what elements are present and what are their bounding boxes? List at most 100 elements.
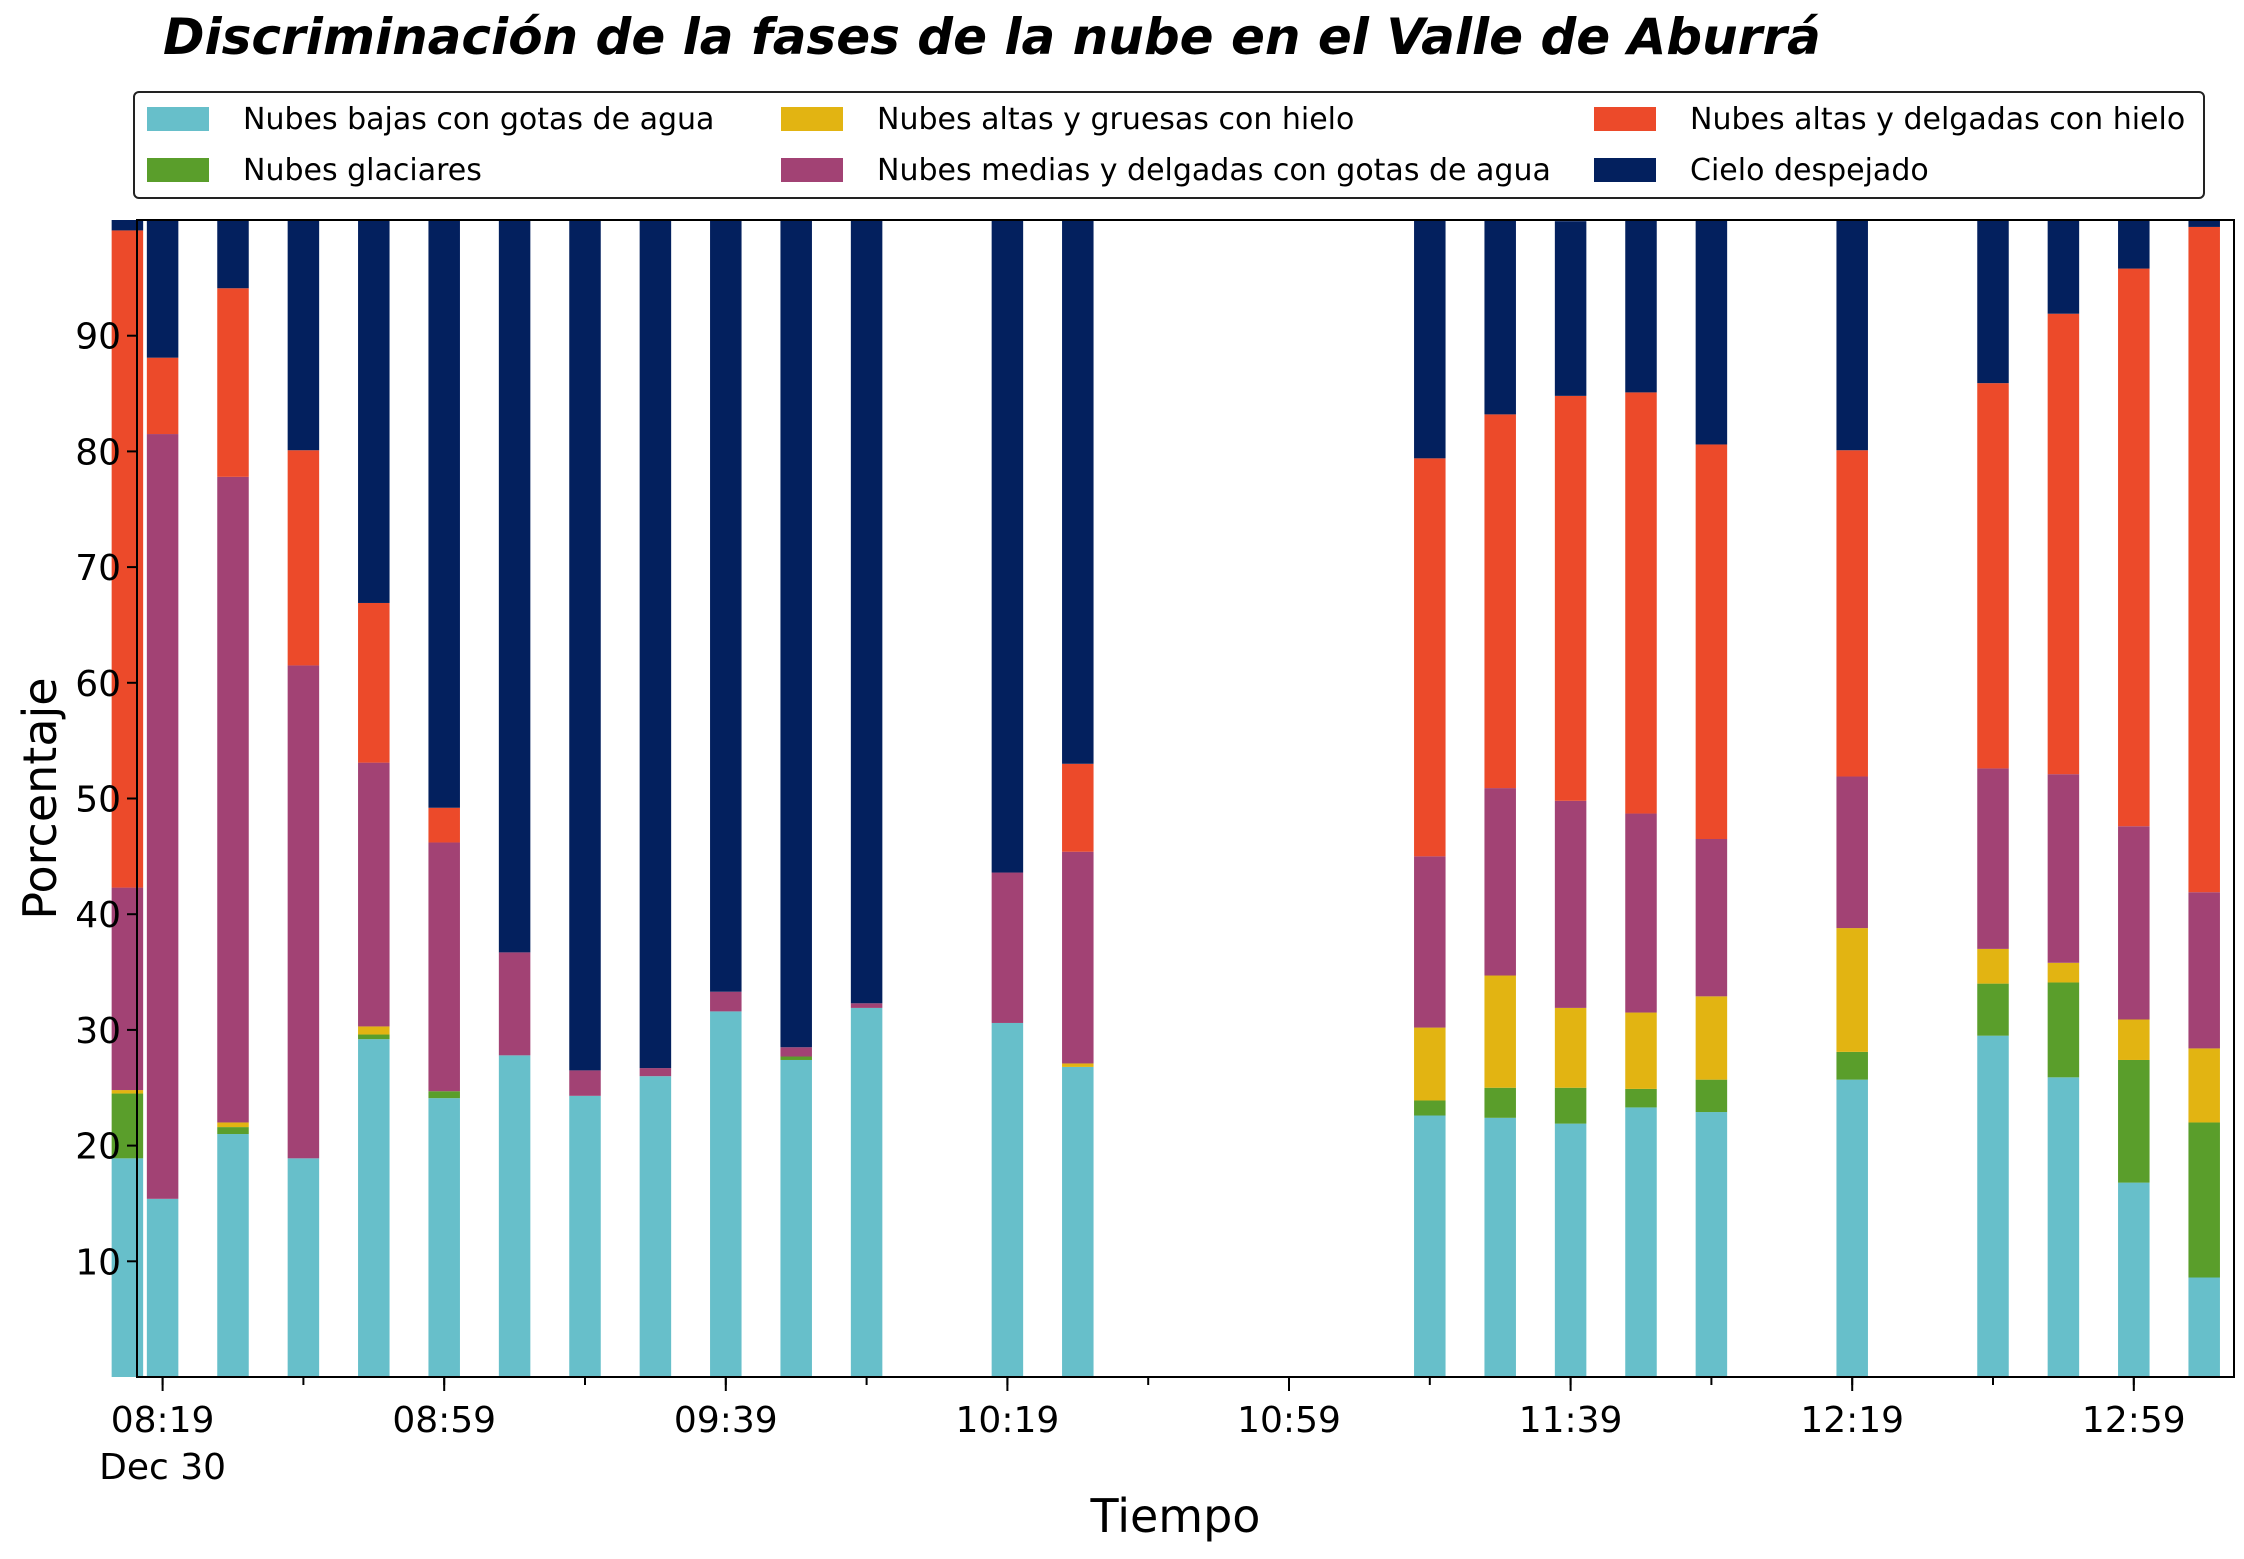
bar-segment xyxy=(710,220,742,992)
x-tick-label: 10:59 xyxy=(1237,1400,1341,1441)
bar-segment xyxy=(2188,1122,2220,1278)
legend-label: Cielo despejado xyxy=(1690,152,1929,188)
bar-segment xyxy=(1062,220,1094,764)
bar-segment xyxy=(2047,313,2080,775)
legend-item: Nubes glaciares xyxy=(147,150,482,190)
bar-segment xyxy=(217,1134,249,1377)
y-axis-label: Porcentaje xyxy=(13,677,67,919)
legend-item: Cielo despejado xyxy=(1594,150,1929,190)
bar-segment xyxy=(217,1127,249,1135)
bar-segment xyxy=(428,1091,460,1099)
y-tick-label: 30 xyxy=(75,1011,121,1052)
x-tick-label: 11:39 xyxy=(1519,1400,1623,1441)
bar-segment xyxy=(217,476,249,1123)
bar-segment xyxy=(146,1198,179,1377)
bar-segment xyxy=(2188,220,2220,227)
bar-segment xyxy=(1695,220,1728,445)
bar-segment xyxy=(1062,1063,1094,1067)
bar-segment xyxy=(2047,982,2080,1078)
legend-swatch xyxy=(781,158,843,182)
bar-segment xyxy=(1977,948,2009,984)
bar-segment xyxy=(1695,444,1728,839)
bar-segment xyxy=(2188,226,2220,893)
bar-segment xyxy=(1484,788,1516,976)
bar-segment xyxy=(1554,221,1587,396)
y-tick-label: 10 xyxy=(75,1242,121,1283)
legend-swatch xyxy=(1594,107,1656,131)
x-tick-label: 10:19 xyxy=(956,1400,1060,1441)
bar-segment xyxy=(1554,395,1587,801)
bar-segment xyxy=(2118,826,2150,1020)
legend-item: Nubes medias y delgadas con gotas de agu… xyxy=(781,150,1551,190)
bar-segment xyxy=(358,1026,390,1035)
bar-segment xyxy=(1695,839,1728,997)
chart-title: Discriminación de la fases de la nube en… xyxy=(163,8,1821,66)
bar-segment xyxy=(111,1090,144,1094)
x-tick-label: 12:59 xyxy=(2082,1400,2186,1441)
bar-segment xyxy=(1554,1087,1587,1124)
bar-segment xyxy=(146,357,179,435)
y-tick-label: 60 xyxy=(75,664,121,705)
bar-segment xyxy=(2188,1277,2220,1377)
bar-segment xyxy=(428,807,460,843)
bar-segment xyxy=(1484,1087,1516,1118)
bar-segment xyxy=(2188,892,2220,1049)
bar-segment xyxy=(111,220,144,231)
bar-segment xyxy=(2047,774,2080,963)
bar-segment xyxy=(710,1011,742,1377)
bar-segment xyxy=(780,1059,812,1377)
legend-label: Nubes medias y delgadas con gotas de agu… xyxy=(877,152,1551,188)
bar-segment xyxy=(1695,1079,1728,1113)
bar-segment xyxy=(1625,220,1657,393)
x-axis-label: Tiempo xyxy=(1090,1489,1261,1543)
bar-segment xyxy=(1836,220,1868,451)
bar-segment xyxy=(358,1039,390,1377)
bar-segment xyxy=(710,991,742,1012)
bar-segment xyxy=(991,220,1024,873)
y-tick-label: 90 xyxy=(75,317,121,358)
bar-segment xyxy=(2188,1048,2220,1123)
bar-segment xyxy=(1977,220,2009,384)
bar-segment xyxy=(287,665,320,1159)
x-tick-label: 08:59 xyxy=(392,1400,496,1441)
bar-segment xyxy=(1484,414,1516,789)
bar-segment xyxy=(358,220,390,603)
legend-swatch xyxy=(147,158,209,182)
bar-segment xyxy=(1484,220,1516,415)
bar-segment xyxy=(1836,1079,1868,1377)
bar-segment xyxy=(1977,383,2009,769)
legend-label: Nubes bajas con gotas de agua xyxy=(243,101,715,137)
legend-item: Nubes altas y delgadas con hielo xyxy=(1594,99,2185,139)
x-tick-label: 12:19 xyxy=(1800,1400,1904,1441)
bar-segment xyxy=(1062,1066,1094,1377)
bar-segment xyxy=(1625,1012,1657,1089)
bar-segment xyxy=(1836,450,1868,777)
legend-item: Nubes altas y gruesas con hielo xyxy=(781,99,1354,139)
bar-segment xyxy=(1554,800,1587,1008)
bar-segment xyxy=(569,1095,601,1377)
bar-segment xyxy=(991,872,1024,1023)
bar-segment xyxy=(498,1055,531,1377)
bar-segment xyxy=(1062,763,1094,852)
y-tick-label: 40 xyxy=(75,895,121,936)
bar-segment xyxy=(850,220,883,1004)
bar-segment xyxy=(1695,1112,1728,1377)
bar-segment xyxy=(1414,1027,1446,1101)
bar-segment xyxy=(428,842,460,1092)
bar-segment xyxy=(146,434,179,1199)
bar-segment xyxy=(2118,1059,2150,1183)
bar-segment xyxy=(1625,1088,1657,1108)
bar-segment xyxy=(146,220,179,358)
bar-segment xyxy=(2047,1077,2080,1377)
bar-segment xyxy=(217,220,249,289)
bar-segment xyxy=(780,1047,812,1057)
bar-segment xyxy=(850,1003,883,1008)
y-tick-label: 70 xyxy=(75,548,121,589)
bar-segment xyxy=(1554,1007,1587,1088)
bar-segment xyxy=(1977,1035,2009,1377)
bar-segment xyxy=(1414,458,1446,857)
bar-segment xyxy=(991,1022,1024,1377)
bar-segment xyxy=(639,1068,672,1077)
bar-segment xyxy=(1977,768,2009,949)
